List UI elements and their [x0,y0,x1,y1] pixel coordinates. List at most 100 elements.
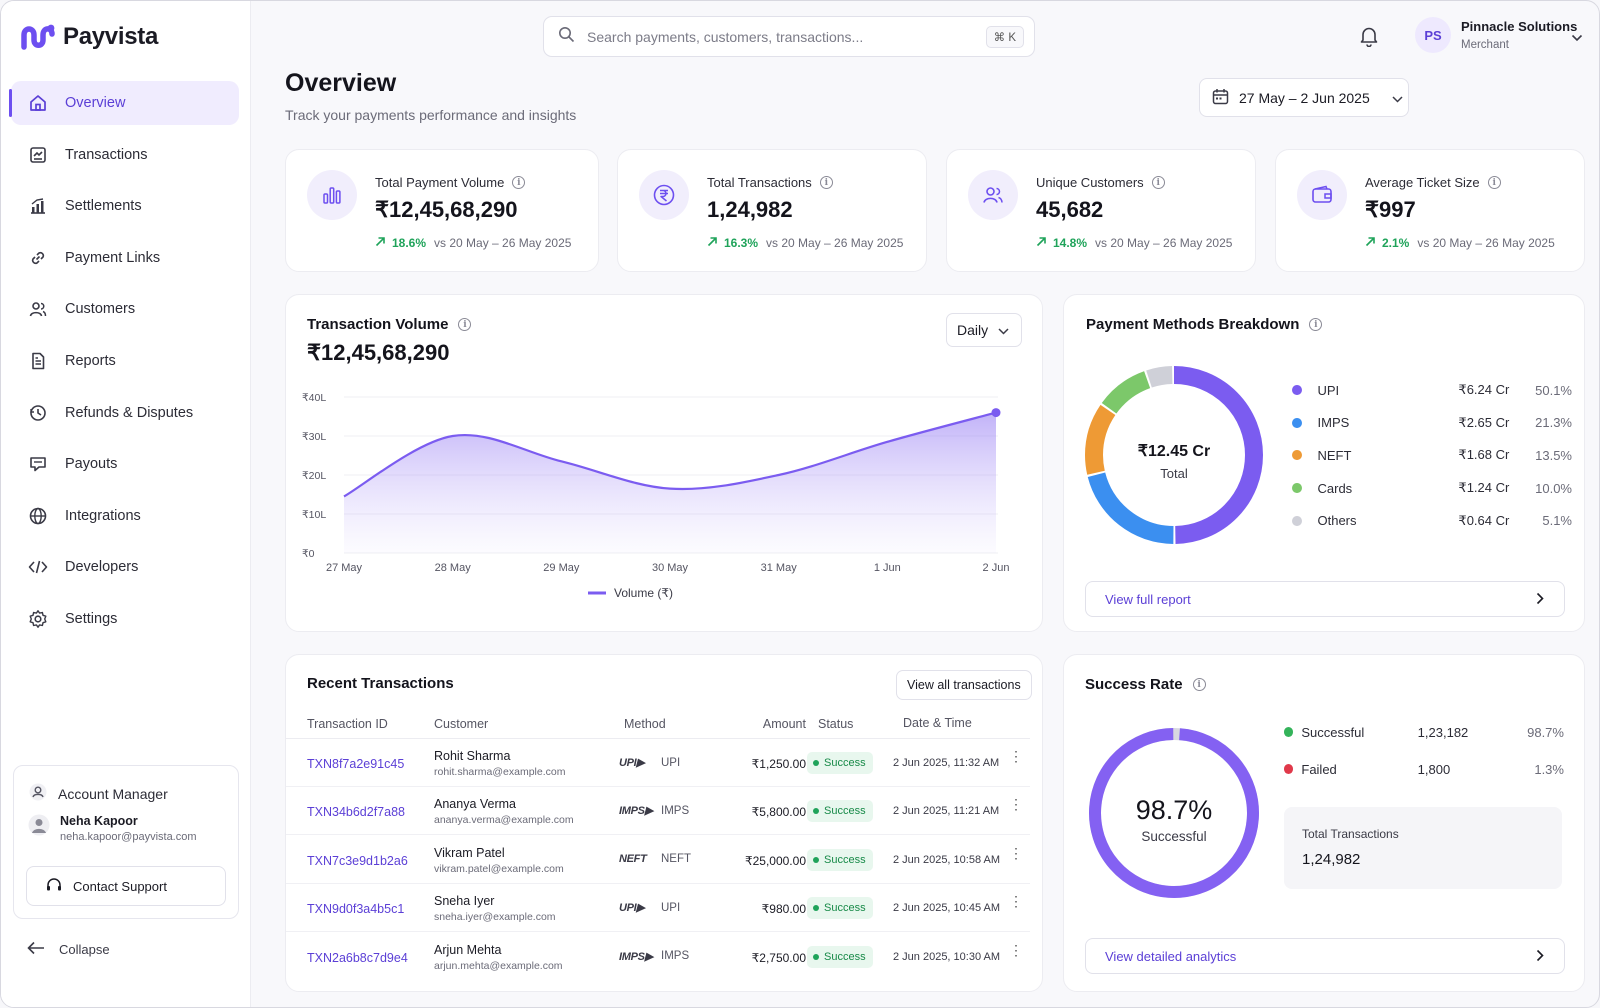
info-icon[interactable]: i [1151,176,1165,189]
trend-up-icon [1036,236,1047,250]
sidebar-item-refunds-disputes[interactable]: Refunds & Disputes [11,391,239,435]
kpi-label-text: Unique Customers [1036,175,1144,190]
headset-icon [45,876,63,897]
info-icon[interactable]: i [1192,678,1206,691]
sidebar-item-label: Customers [65,301,136,318]
y-tick-label: ₹20L [302,470,326,482]
collapse-sidebar-button[interactable]: Collapse [27,941,110,958]
outcome-count: 1,800 [1417,761,1451,777]
x-tick-label: 30 May [652,562,689,574]
view-full-report-link[interactable]: View full report [1085,581,1565,617]
method-percent: 50.1% [1535,382,1572,398]
view-all-transactions-button[interactable]: View all transactions [896,670,1032,700]
table-row[interactable]: TXN34b6d2f7a88 Ananya Verma ananya.verma@e… [286,787,1030,836]
date-time-cell: 2 Jun 2025, 10:45 AM [893,902,1001,915]
info-icon[interactable]: i [512,176,526,189]
method-amount: ₹1.24 Cr [1458,480,1510,496]
transaction-volume-title: Transaction Volume i [307,316,472,333]
more-options-icon[interactable]: ⋮ [1009,748,1023,764]
global-search[interactable]: ⌘ K [543,16,1035,57]
transaction-id-link[interactable]: TXN7c3e9d1b2a6 [307,853,408,868]
period-select[interactable]: Daily [946,313,1022,347]
donut-center-value: ₹12.45 Cr [1138,443,1210,460]
transaction-id-link[interactable]: TXN34b6d2f7a88 [307,805,405,820]
x-tick-label: 27 May [326,562,363,574]
amount-cell: ₹5,800.00 [751,805,806,820]
org-switcher[interactable]: Pinnacle Solutions Merchant [1461,19,1577,51]
avatar [28,814,50,843]
sidebar-item-reports[interactable]: Reports [11,339,239,383]
kpi-card-average-ticket: Average Ticket Size i ₹997 2.1% vs 20 May … [1275,149,1585,272]
search-shortcut-hint: ⌘ K [985,26,1024,48]
status-badge: Success [807,848,873,871]
customer-email: vikram.patel@example.com [434,862,564,875]
method-cell: UPI▶ UPI [619,756,680,770]
transaction-volume-total: ₹12,45,68,290 [307,340,450,365]
payvista-logo-icon [21,24,55,50]
legend-dot [1284,764,1294,774]
transaction-id-link[interactable]: TXN9d0f3a4b5c1 [307,902,405,917]
date-range-picker[interactable]: 27 May – 2 Jun 2025 [1199,78,1409,117]
date-time-cell: 2 Jun 2025, 11:21 AM [893,805,1000,818]
sidebar-item-label: Transactions [65,146,148,163]
chevron-down-icon[interactable] [1571,29,1583,47]
transaction-id-link[interactable]: TXN8f7a2e91c45 [307,757,405,771]
customer-name: Ananya Verma [434,797,516,812]
method-cell: IMPS▶ IMPS [619,804,689,818]
table-row[interactable]: TXN8f7a2e91c45 Rohit Sharma rohit.sharma@e… [286,739,1030,787]
more-options-icon[interactable]: ⋮ [1009,941,1023,958]
sidebar-item-payouts[interactable]: Payouts [11,442,239,486]
more-options-icon[interactable]: ⋮ [1009,796,1023,813]
status-dot [813,760,819,766]
customer-name: Vikram Patel [434,845,505,860]
table-row[interactable]: TXN7c3e9d1b2a6 Vikram Patel vikram.patel@e… [286,836,1030,884]
method-cell: NEFT NEFT [619,853,691,865]
x-tick-label: 1 Jun [874,562,901,574]
donut-slice[interactable] [1085,366,1263,544]
kpi-compare: vs 20 May – 26 May 2025 [1417,236,1555,250]
data-point[interactable] [991,408,1001,418]
method-amount: ₹6.24 Cr [1458,382,1510,397]
sidebar-item-label: Payouts [65,456,118,473]
table-row[interactable]: TXN9d0f3a4b5c1 Sneha Iyer sneha.iyer@examp… [286,884,1030,933]
collapse-label: Collapse [59,942,110,957]
transaction-id-link[interactable]: TXN2a6b8c7d9e4 [307,950,408,965]
transaction-volume-chart: ₹0 ₹10L ₹20L ₹30L ₹40L 27 May 28 May 29 May 30 M… [302,392,1009,600]
sidebar-item-settings[interactable]: Settings [11,597,239,641]
view-detailed-analytics-link[interactable]: View detailed analytics [1085,938,1565,974]
column-header: Customer [434,717,489,731]
legend-label: Volume (₹) [614,586,673,600]
more-options-icon[interactable]: ⋮ [1009,844,1023,861]
user-avatar[interactable]: PS [1415,17,1451,53]
sidebar-item-transactions[interactable]: Transactions [11,133,239,177]
sidebar-item-integrations[interactable]: Integrations [11,494,239,538]
contact-support-button[interactable]: Contact Support [26,866,226,906]
sidebar-item-developers[interactable]: Developers [11,545,239,589]
sidebar-item-customers[interactable]: Customers [11,287,239,331]
donut-center-label: Total [1160,466,1188,481]
payment-method-row: IMPS ₹2.65 Cr 21.3% [1292,413,1572,433]
info-icon[interactable]: i [1309,318,1323,331]
info-icon[interactable]: i [819,176,833,189]
table-row[interactable]: TXN2a6b8c7d9e4 Arjun Mehta arjun.mehta@exa… [286,933,1030,981]
sidebar-item-settlements[interactable]: Settlements [11,184,239,228]
rupee-icon [639,170,689,220]
search-input[interactable] [587,28,967,45]
customer-name: Arjun Mehta [434,942,502,957]
notification-bell-icon[interactable] [1359,25,1379,52]
payment-methods-title: Payment Methods Breakdown i [1086,316,1323,333]
sidebar-item-overview[interactable]: Overview [9,81,239,125]
info-icon[interactable]: i [458,318,472,331]
y-tick-label: ₹40L [302,392,326,404]
home-icon [27,92,49,114]
sidebar-item-payment-links[interactable]: Payment Links [11,236,239,280]
legend-dot [1292,417,1302,428]
success-rate-row: Successful 1,23,182 98.7% [1284,722,1564,742]
brand-logo[interactable]: Payvista [21,23,158,51]
info-icon[interactable]: i [1487,176,1501,189]
legend-dot [1284,727,1294,737]
donut-slice[interactable] [1085,366,1263,544]
success-rate-card: Success Rate i 98.7% Successful Successfu… [1063,654,1585,992]
more-options-icon[interactable]: ⋮ [1009,893,1023,910]
account-manager-email[interactable]: neha.kapoor@payvista.com [60,831,197,843]
